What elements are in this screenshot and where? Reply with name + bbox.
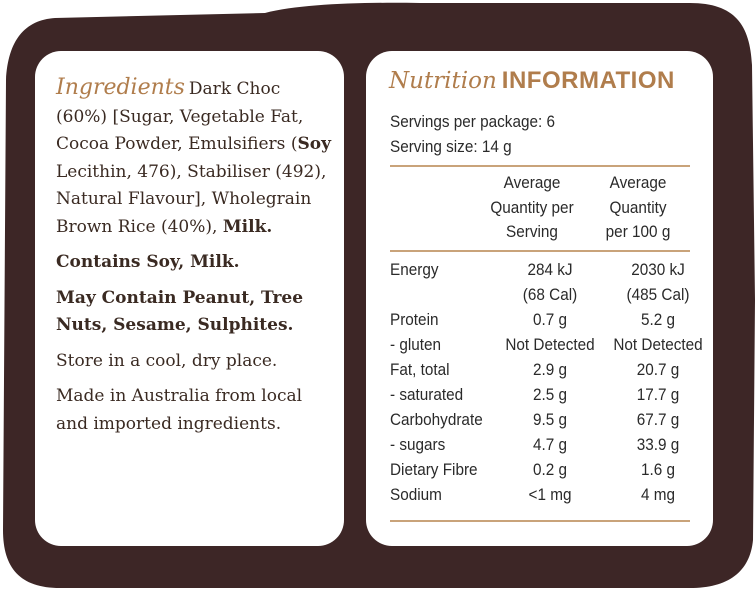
nutrient-row: - gluten Not Detected Not Detected bbox=[390, 335, 703, 354]
nutrition-title-caps: INFORMATION bbox=[501, 67, 675, 94]
ingredients-heading: Ingredients bbox=[56, 75, 185, 100]
nutrient-row: - saturated 2.5 g 17.7 g bbox=[390, 385, 680, 404]
header-rule bbox=[390, 250, 690, 252]
origin-statement: Made in Australia from local and importe… bbox=[56, 386, 303, 434]
ingredients-panel: Ingredients Dark Choc (60%) [Sugar, Veget… bbox=[35, 51, 344, 546]
top-rule bbox=[390, 165, 690, 167]
storage-instruction: Store in a cool, dry place. bbox=[56, 350, 278, 371]
milk-allergen: Milk. bbox=[222, 216, 273, 237]
nutrient-row: Dietary Fibre 0.2 g 1.6 g bbox=[390, 460, 676, 479]
column-header-serving: Average Quantity per Serving bbox=[490, 173, 574, 241]
nutrition-title-script: Nutrition bbox=[389, 68, 497, 94]
ingredients-list-mid: Lecithin, 476), Stabiliser (492), Natura… bbox=[56, 161, 327, 237]
nutrient-row: Sodium <1 mg 4 mg bbox=[390, 485, 676, 504]
ingredients-text: Ingredients Dark Choc (60%) [Sugar, Veget… bbox=[56, 74, 336, 446]
soy-allergen: Soy bbox=[297, 134, 331, 154]
nutrition-panel: Nutrition INFORMATION Servings per packag… bbox=[366, 51, 713, 546]
ingredients-list: Ingredients Dark Choc (60%) [Sugar, Veget… bbox=[56, 74, 336, 241]
nutrient-row: Protein 0.7 g 5.2 g bbox=[390, 310, 676, 329]
may-contain-statement: May Contain Peanut, Tree Nuts, Sesame, S… bbox=[56, 287, 304, 336]
nutrient-row: (68 Cal) (485 Cal) bbox=[522, 285, 690, 304]
bottom-rule bbox=[390, 520, 690, 522]
servings-per-package: Servings per package: 6 bbox=[390, 112, 556, 131]
nutrient-row: Carbohydrate 9.5 g 67.7 g bbox=[390, 410, 680, 429]
ingredients-list-start: Dark Choc (60%) [Sugar, Vegetable Fat, C… bbox=[56, 79, 304, 154]
nutrient-row: Energy 284 kJ 2030 kJ bbox=[390, 260, 685, 279]
column-header-per-100g: Average Quantity per 100 g bbox=[605, 173, 671, 241]
nutrition-title: Nutrition INFORMATION bbox=[389, 67, 709, 95]
nutrient-row: - sugars 4.7 g 33.9 g bbox=[390, 435, 680, 454]
contains-statement: Contains Soy, Milk. bbox=[56, 252, 240, 272]
nutrient-row: Fat, total 2.9 g 20.7 g bbox=[390, 360, 680, 379]
serving-size: Serving size: 14 g bbox=[390, 137, 512, 156]
